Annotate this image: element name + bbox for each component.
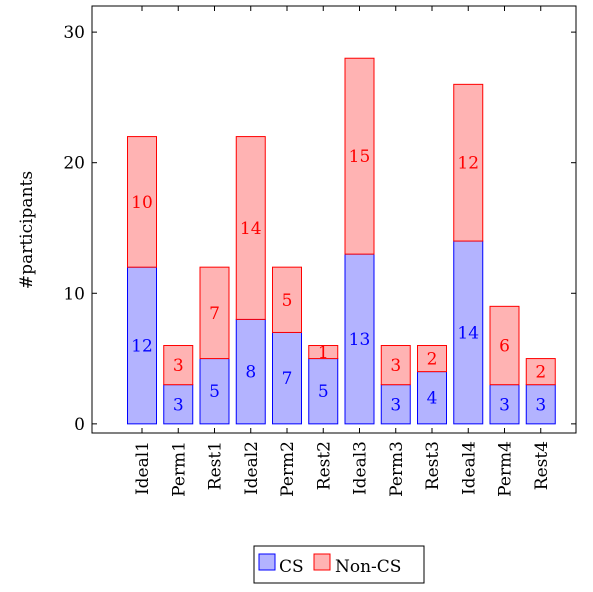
x-tick-label-perm4: Perm4 (496, 441, 516, 497)
bar-cs-ideal1 (127, 266, 157, 425)
data-label-cs-perm3: 3 (390, 395, 401, 415)
data-label-cs-rest2: 5 (318, 382, 329, 402)
bar-cs-perm2 (272, 331, 302, 425)
data-label-non-cs-perm3: 3 (390, 356, 401, 376)
y-tick-label: 0 (74, 415, 85, 435)
legend-box (253, 545, 425, 584)
bar-non-cs-rest2 (308, 345, 339, 360)
bar-non-cs-ideal3 (344, 57, 375, 255)
legend: CS Non-CS (253, 545, 425, 584)
bar-non-cs-perm3 (380, 345, 411, 386)
x-tick-label-ideal2: Ideal2 (242, 441, 262, 495)
bar-cs-rest3 (417, 371, 447, 425)
data-label-non-cs-rest3: 2 (427, 350, 438, 370)
x-tick-label-ideal1: Ideal1 (133, 441, 153, 495)
bar-non-cs-perm1 (163, 345, 194, 386)
x-tick-label-rest3: Rest3 (423, 441, 443, 490)
x-tick-label-ideal4: Ideal4 (459, 441, 479, 495)
bar-non-cs-rest4 (525, 358, 556, 386)
plot-area (91, 5, 577, 434)
x-axis: Ideal1 Perm1 Rest1 Ideal2 Perm2 Rest2 Ideal3 Pe… (133, 6, 552, 497)
data-label-cs-rest4: 3 (535, 395, 546, 415)
bar-cs-ideal2 (235, 318, 266, 425)
data-label-non-cs-perm2: 5 (282, 291, 293, 311)
y-axis-title: #participants (17, 171, 37, 289)
data-label-non-cs-ideal2: 14 (240, 219, 262, 239)
y-axis: 0 10 20 30 (63, 23, 576, 435)
x-tick-label-rest1: Rest1 (206, 441, 226, 490)
data-label-non-cs-ideal4: 12 (457, 154, 479, 174)
legend-label-cs: CS (279, 557, 304, 577)
data-label-cs-perm1: 3 (173, 395, 184, 415)
y-tick-label: 30 (63, 23, 85, 43)
bar-cs-rest4 (525, 384, 556, 425)
bar-cs-perm3 (380, 384, 411, 425)
data-label-non-cs-perm4: 6 (499, 337, 510, 357)
bar-cs-perm1 (163, 384, 194, 425)
legend-label-non-cs: Non-CS (335, 557, 401, 577)
bar-non-cs-rest3 (417, 345, 447, 373)
bars (127, 57, 556, 425)
bar-non-cs-ideal4 (453, 83, 484, 242)
data-label-non-cs-ideal3: 15 (349, 147, 371, 167)
legend-swatch-non-cs (313, 553, 331, 571)
y-tick-label: 20 (63, 154, 85, 174)
data-label-non-cs-ideal1: 10 (131, 193, 153, 213)
bar-cs-rest2 (308, 358, 339, 425)
bar-non-cs-ideal1 (127, 136, 157, 268)
bar-cs-rest1 (199, 358, 230, 425)
bar-non-cs-ideal2 (235, 136, 266, 320)
data-label-cs-rest3: 4 (427, 389, 438, 409)
bar-cs-perm4 (489, 384, 520, 425)
legend-swatch-cs (258, 553, 276, 571)
data-label-cs-perm2: 7 (282, 369, 293, 389)
bar-non-cs-rest1 (199, 266, 230, 360)
x-tick-label-rest2: Rest2 (314, 441, 334, 490)
bar-non-cs-perm2 (272, 266, 302, 333)
x-tick-label-perm2: Perm2 (278, 441, 298, 497)
data-label-non-cs-perm1: 3 (173, 356, 184, 376)
bar-non-cs-perm4 (489, 305, 520, 386)
data-label-non-cs-rest1: 7 (209, 304, 220, 324)
data-label-non-cs-rest4: 2 (535, 363, 546, 383)
x-tick-label-perm3: Perm3 (387, 441, 407, 497)
data-label-cs-ideal4: 14 (457, 323, 479, 343)
bar-cs-ideal3 (344, 253, 375, 425)
data-label-cs-rest1: 5 (209, 382, 220, 402)
data-label-cs-ideal2: 8 (245, 363, 256, 383)
data-label-cs-ideal3: 13 (349, 330, 371, 350)
data-labels: 12 10 3 3 5 7 8 14 7 5 5 1 13 15 3 3 4 2 14 12 3 6 3 2 (131, 147, 546, 415)
x-tick-label-ideal3: Ideal3 (351, 441, 371, 495)
data-label-cs-perm4: 3 (499, 395, 510, 415)
data-label-cs-ideal1: 12 (131, 337, 153, 357)
x-tick-label-perm1: Perm1 (169, 441, 189, 497)
y-tick-label: 10 (63, 284, 85, 304)
data-label-non-cs-rest2: 1 (318, 343, 329, 363)
x-tick-label-rest4: Rest4 (532, 441, 552, 490)
